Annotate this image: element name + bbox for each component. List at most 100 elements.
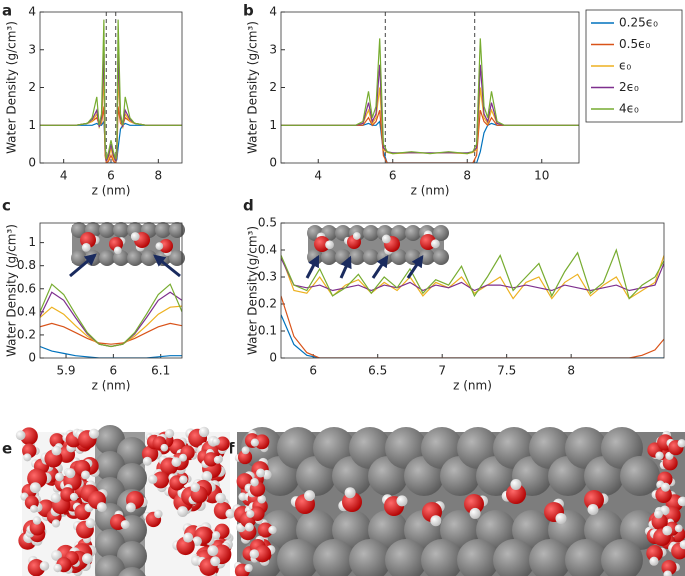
hydrogen — [352, 232, 361, 240]
hydrogen — [23, 453, 32, 462]
y-tick-label: 0 — [269, 351, 277, 365]
x-axis-label: z (nm) — [411, 184, 450, 198]
oxygen — [314, 236, 330, 252]
x-tick-label: 4 — [314, 169, 322, 183]
carbon — [117, 463, 147, 493]
hydrogen — [30, 505, 38, 513]
data-line — [281, 248, 664, 300]
hydrogen — [120, 520, 130, 529]
hydrogen — [29, 482, 41, 494]
y-tick-label: 3 — [269, 42, 277, 56]
x-axis-label: z (nm) — [453, 379, 492, 393]
y-tick-label: 0.5 — [258, 216, 277, 230]
hydrogen — [679, 540, 685, 550]
x-tick-label: 7 — [438, 364, 446, 378]
x-tick-label: 8 — [567, 364, 575, 378]
carbon — [95, 555, 125, 576]
x-tick-label: 7.5 — [497, 364, 516, 378]
hydrogen — [125, 502, 136, 513]
data-line — [40, 119, 182, 163]
x-tick-label: 5.9 — [56, 364, 75, 378]
hydrogen — [160, 443, 169, 452]
carbon — [565, 539, 607, 576]
hydrogen — [381, 234, 391, 244]
hydrogen — [130, 232, 140, 241]
oxygen — [253, 545, 272, 563]
y-tick-label: 1 — [28, 118, 36, 132]
x-tick-label: 6.5 — [368, 364, 387, 378]
hydrogen — [665, 451, 674, 460]
hydrogen — [155, 242, 164, 250]
carbon — [363, 225, 379, 241]
data-line — [281, 120, 579, 163]
hydrogen — [655, 451, 664, 460]
carbon — [99, 250, 115, 266]
carbon — [118, 567, 146, 576]
hydrogen — [663, 570, 672, 576]
hydrogen — [210, 556, 221, 567]
legend-label: 0.25ϵ₀ — [619, 16, 658, 30]
data-line — [40, 345, 182, 358]
panel-label: d — [243, 197, 254, 215]
hydrogen — [249, 549, 260, 559]
carbon — [349, 249, 365, 265]
carbon — [512, 510, 552, 550]
oxygen — [464, 494, 484, 514]
y-tick-label: 0.8 — [17, 258, 36, 272]
arrow — [305, 254, 320, 279]
x-tick-label: 6 — [110, 364, 118, 378]
y-tick-label: 0.4 — [17, 304, 36, 318]
hydrogen — [396, 495, 408, 507]
panel-label: a — [2, 2, 12, 20]
data-line — [40, 283, 182, 348]
hydrogen — [207, 545, 219, 557]
hydrogen — [677, 439, 685, 448]
legend-label: 2ϵ₀ — [619, 80, 639, 94]
x-tick-label: 10 — [534, 169, 549, 183]
hydrogen — [213, 455, 222, 464]
hydrogen — [177, 506, 189, 518]
hydrogen — [256, 468, 266, 478]
oxygen — [254, 434, 270, 450]
oxygen — [646, 545, 663, 562]
hydrogen — [654, 509, 663, 519]
hydrogen — [183, 532, 194, 543]
data-line — [281, 87, 579, 155]
hydrogen — [238, 492, 247, 501]
hydrogen — [85, 518, 96, 529]
hydrogen — [154, 509, 163, 519]
hydrogen — [171, 457, 182, 467]
hydrogen — [50, 492, 61, 503]
carbon — [457, 539, 499, 576]
hydrogen — [198, 426, 210, 438]
arrow — [406, 255, 424, 279]
hydrogen — [250, 478, 259, 487]
data-line — [281, 64, 579, 154]
carbon — [321, 249, 337, 265]
carbon — [584, 510, 624, 550]
carbon — [296, 510, 336, 550]
x-tick-label: 6 — [309, 364, 317, 378]
y-tick-label: 2 — [269, 80, 277, 94]
carbon — [332, 510, 372, 550]
hydrogen — [96, 502, 107, 513]
x-tick-label: 6 — [389, 169, 397, 183]
hydrogen — [344, 487, 356, 499]
hydrogen — [268, 525, 277, 535]
x-tick-label: 8 — [155, 169, 163, 183]
hydrogen — [69, 492, 78, 501]
x-tick-label: 8 — [463, 169, 471, 183]
data-line — [281, 314, 664, 358]
carbon — [313, 539, 355, 576]
y-axis-label: Water Density (g/cm³) — [246, 21, 260, 154]
hydrogen — [241, 446, 250, 455]
arrow — [69, 253, 97, 278]
legend-label: 4ϵ₀ — [619, 102, 639, 116]
hydrogen — [662, 525, 673, 536]
hydrogen — [113, 246, 122, 255]
hydrogen — [246, 509, 255, 518]
legend-label: 0.5ϵ₀ — [619, 37, 650, 51]
hydrogen — [192, 536, 202, 547]
oxygen — [20, 427, 38, 446]
oxygen — [159, 239, 173, 253]
